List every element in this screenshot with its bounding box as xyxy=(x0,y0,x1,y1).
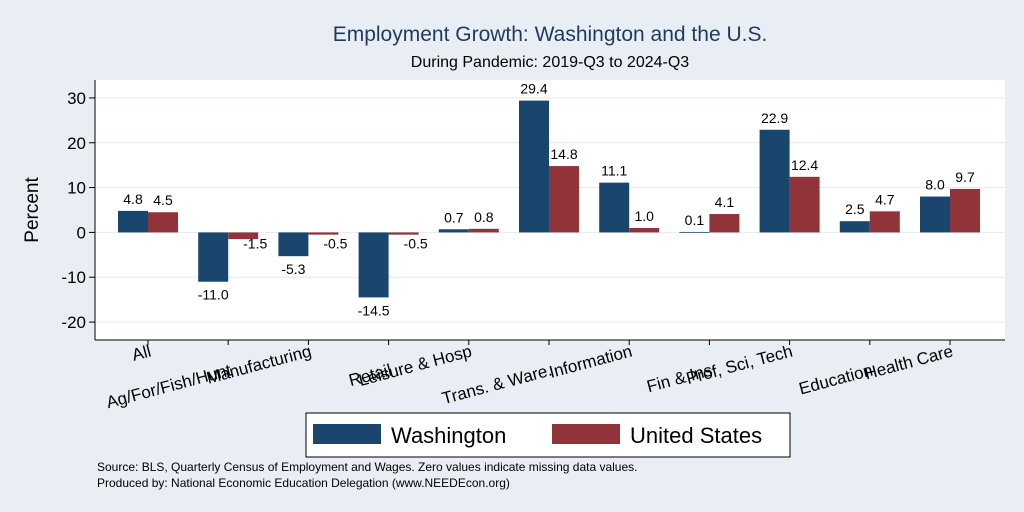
data-label: 1.0 xyxy=(634,208,654,224)
bar-washington xyxy=(599,182,630,233)
chart-subtitle: During Pandemic: 2019-Q3 to 2024-Q3 xyxy=(411,54,689,71)
legend-swatch-washington xyxy=(313,424,381,444)
bar-washington xyxy=(759,129,790,233)
bar-united-states xyxy=(388,232,419,235)
bar-united-states xyxy=(468,228,499,233)
data-label: 2.5 xyxy=(845,201,865,217)
y-tick-label: 20 xyxy=(67,134,86,153)
data-label: 4.8 xyxy=(123,191,143,207)
bar-washington xyxy=(438,229,469,233)
bar-united-states xyxy=(950,188,980,233)
data-label: -11.0 xyxy=(198,287,229,303)
legend-label-united-states: United States xyxy=(630,423,762,448)
data-label: -14.5 xyxy=(358,302,390,318)
x-category-label: All xyxy=(130,342,153,365)
bar-washington xyxy=(278,232,309,257)
data-label: -1.5 xyxy=(243,235,267,251)
y-ticks: -20 -10 0 10 20 30 xyxy=(61,89,95,332)
data-label: -0.5 xyxy=(323,235,347,251)
bar-washington xyxy=(198,232,229,282)
bar-united-states xyxy=(549,166,579,233)
x-category-label: Prof, Sci, Tech xyxy=(684,342,794,389)
data-label: 4.7 xyxy=(875,191,895,207)
data-label: 14.8 xyxy=(550,146,577,162)
bars xyxy=(118,100,980,298)
data-label: 9.7 xyxy=(955,169,975,185)
bar-washington xyxy=(679,231,710,233)
y-tick-label: -20 xyxy=(61,313,86,332)
data-label: 0.1 xyxy=(685,212,705,228)
data-label: 0.7 xyxy=(444,209,464,225)
data-label: 29.4 xyxy=(520,81,547,97)
data-label: 11.1 xyxy=(601,163,627,179)
bar-united-states xyxy=(148,212,178,233)
source-note: Source: BLS, Quarterly Census of Employm… xyxy=(97,460,637,474)
x-category-label: Information xyxy=(547,342,634,382)
legend-swatch-united-states xyxy=(552,424,620,444)
data-label: -0.5 xyxy=(404,235,428,251)
data-label: 22.9 xyxy=(761,110,788,126)
x-category-label: Health Care xyxy=(862,342,955,384)
y-tick-label: -10 xyxy=(61,268,86,287)
data-label: -5.3 xyxy=(281,261,305,277)
y-axis-label: Percent xyxy=(22,177,43,243)
bar-united-states xyxy=(308,232,339,235)
bar-united-states xyxy=(869,211,900,233)
data-labels: 4.8 -11.0 -5.3 -14.5 0.7 29.4 11.1 0.1 22.9 2.5 8.… xyxy=(123,81,975,319)
data-label: 4.5 xyxy=(153,192,173,208)
data-label: 0.8 xyxy=(474,209,494,225)
y-tick-label: 30 xyxy=(67,89,86,108)
produced-by-note: Produced by: National Economic Education… xyxy=(97,476,510,490)
legend xyxy=(305,412,791,458)
x-category-label: Trans. & Ware. xyxy=(440,361,554,409)
legend-label-washington: Washington xyxy=(391,423,506,448)
bar-washington xyxy=(920,196,950,233)
bar-washington xyxy=(839,221,870,233)
data-label: 12.4 xyxy=(791,157,818,173)
bar-united-states xyxy=(228,232,259,240)
bar-united-states xyxy=(629,227,660,233)
data-label: 8.0 xyxy=(925,177,945,193)
bar-united-states xyxy=(709,214,740,233)
bar-washington xyxy=(358,232,389,298)
bar-washington xyxy=(519,100,549,233)
x-category-label: Manufacturing xyxy=(204,342,313,388)
y-tick-label: 10 xyxy=(67,179,86,198)
data-label: 4.1 xyxy=(715,194,735,210)
chart-title: Employment Growth: Washington and the U.… xyxy=(333,23,768,46)
y-tick-label: 0 xyxy=(77,223,86,242)
bar-washington xyxy=(118,210,148,233)
bar-united-states xyxy=(789,176,820,233)
